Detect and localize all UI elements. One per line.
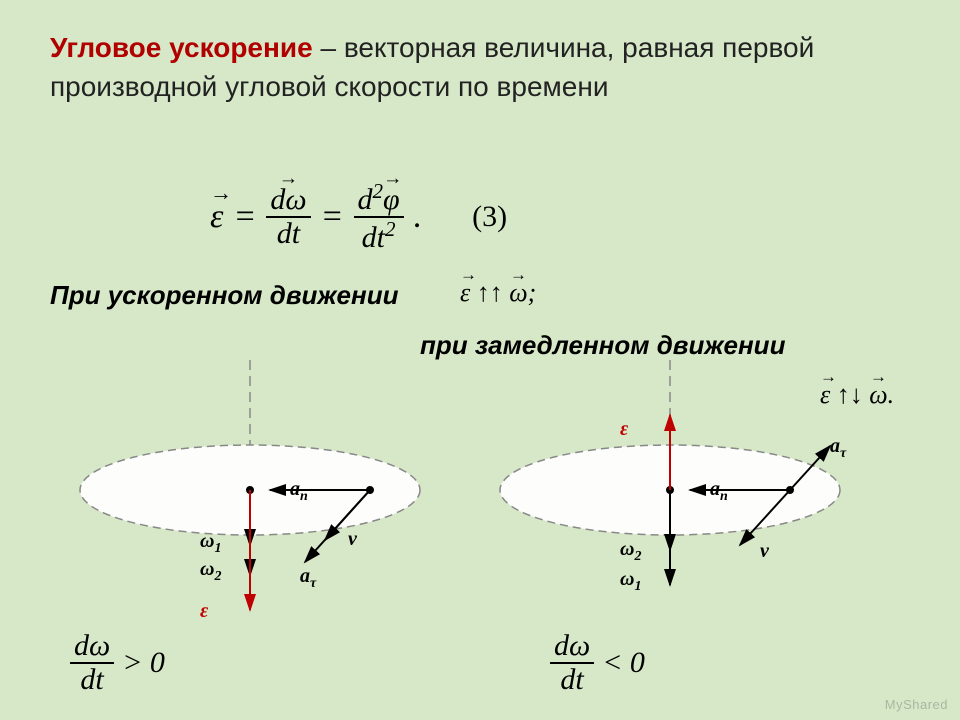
term: Угловое ускорение — [50, 32, 313, 63]
derivative-positive: dω dt > 0 — [70, 630, 165, 695]
equals-2: = — [321, 198, 344, 236]
watermark: MyShared — [885, 697, 948, 712]
at-label-right: aτ — [830, 435, 846, 462]
v-label-left: v — [348, 528, 357, 551]
main-formula: ε = ddωω dt = d2φ dt2 . (3) — [210, 180, 507, 253]
v-label-right: v — [760, 540, 769, 563]
w1-label-right: ω1 — [620, 568, 641, 595]
w2-label-left: ω2 — [200, 558, 221, 585]
w2-label-right: ω2 — [620, 538, 641, 565]
fraction-1: ddωω dt — [266, 184, 310, 249]
an-label-right: an — [710, 478, 728, 505]
eps-label-right: ε — [620, 418, 628, 441]
definition-text: Угловое ускорение – векторная величина, … — [50, 28, 910, 106]
decel-heading: при замедленном движении — [420, 330, 785, 361]
period: . — [414, 198, 423, 236]
diagram-accelerated — [70, 360, 430, 650]
an-label-left: an — [290, 478, 308, 505]
epsilon-vector: ε — [210, 198, 223, 236]
fraction-2: d2φ dt2 — [354, 180, 404, 253]
accel-heading: При ускоренном движении — [50, 280, 399, 311]
accel-relation: ε ↑↑ ω; — [460, 278, 536, 308]
w1-label-left: ω1 — [200, 530, 221, 557]
diagram-decelerated — [490, 360, 850, 650]
derivative-negative: dω dt < 0 — [550, 630, 645, 695]
eps-label-left: ε — [200, 600, 208, 623]
equals-1: = — [233, 198, 256, 236]
equation-number: (3) — [472, 200, 507, 234]
at-label-left: aτ — [300, 565, 316, 592]
